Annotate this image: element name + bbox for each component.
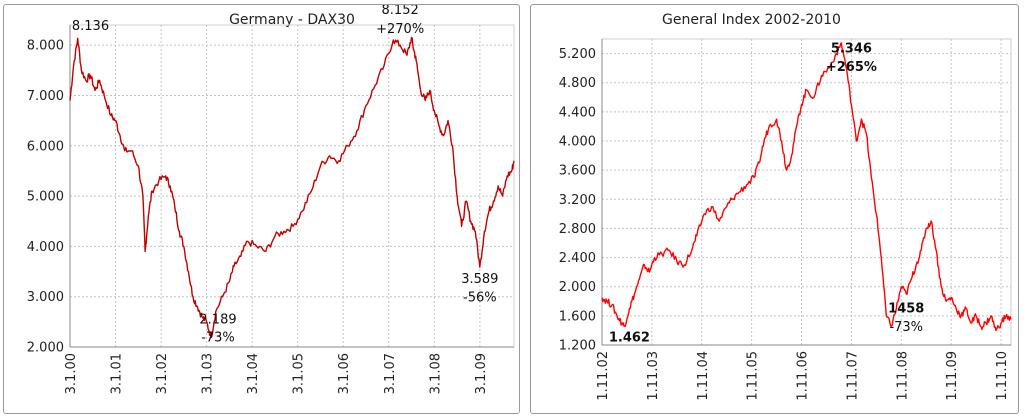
data-annotation: +265%: [826, 60, 877, 75]
y-tick-label: 4.000: [27, 240, 64, 255]
dax30-chart-panel: Germany - DAX30 2.000 3.000 4.000 5.000 6.000…: [3, 4, 520, 414]
y-tick-label: 2.400: [559, 251, 596, 266]
dax30-chart: Germany - DAX30 2.000 3.000 4.000 5.000 6.000…: [27, 5, 515, 394]
data-annotation: -56%: [463, 291, 497, 306]
data-annotation: -73%: [889, 320, 923, 335]
data-annotation: 3.589: [461, 272, 498, 287]
x-tick-label: 3.1.07: [383, 353, 398, 394]
data-annotation: 8.152: [382, 5, 419, 18]
y-tick-label: 2.800: [559, 222, 596, 237]
y-tick-label: 3.000: [27, 290, 64, 305]
general-index-chart: General Index 2002-2010 1.200 1.600 2.000 2.…: [559, 12, 1012, 401]
y-tick-label: 3.200: [559, 193, 596, 208]
data-annotation: 2.189: [199, 312, 236, 327]
x-tick-label: 3.1.08: [428, 353, 443, 394]
series-line: [69, 36, 515, 339]
y-tick-label: 4.800: [559, 76, 596, 91]
y-tick-label: 5.200: [559, 47, 596, 62]
chart-title: General Index 2002-2010: [662, 12, 841, 28]
data-annotation: +270%: [376, 22, 424, 37]
y-tick-label: 1.600: [559, 309, 596, 324]
x-tick-label: 3.1.05: [292, 353, 307, 394]
x-tick-label: 1.11.04: [696, 351, 711, 401]
y-tick-label: 8.000: [27, 39, 64, 54]
x-tick-label: 3.1.01: [110, 353, 125, 394]
x-tick-label: 1.11.09: [945, 351, 960, 401]
x-tick-label: 3.1.06: [337, 353, 352, 394]
general-index-chart-panel: General Index 2002-2010 1.200 1.600 2.000 2.…: [530, 4, 1019, 414]
x-tick-label: 1.11.10: [995, 351, 1010, 401]
x-tick-label: 1.11.02: [596, 351, 611, 401]
x-tick-label: 1.11.08: [895, 351, 910, 401]
y-tick-label: 2.000: [27, 341, 64, 356]
x-tick-label: 3.1.03: [201, 353, 216, 394]
x-tick-label: 3.1.04: [246, 353, 261, 394]
x-tick-label: 1.11.07: [845, 351, 860, 401]
x-tick-label: 1.11.05: [746, 351, 761, 401]
y-tick-label: 6.000: [27, 139, 64, 154]
x-tick-label: 3.1.02: [155, 353, 170, 394]
series-line: [601, 42, 1012, 332]
data-annotation: -73%: [201, 330, 235, 345]
data-annotation: 5.346: [831, 41, 872, 56]
chart-title: Germany - DAX30: [229, 12, 355, 28]
y-tick-label: 5.000: [27, 190, 64, 205]
y-tick-label: 7.000: [27, 89, 64, 104]
x-tick-label: 3.1.09: [474, 353, 489, 394]
data-annotation: 8.136: [72, 19, 109, 34]
x-tick-label: 1.11.03: [646, 351, 661, 401]
y-tick-label: 4.400: [559, 105, 596, 120]
x-tick-label: 1.11.06: [796, 351, 811, 401]
y-tick-label: 1.200: [559, 339, 596, 354]
data-annotation: 1458: [888, 302, 924, 317]
y-tick-label: 4.000: [559, 135, 596, 150]
y-tick-label: 2.000: [559, 280, 596, 295]
plot-area: [69, 24, 515, 348]
x-tick-label: 3.1.00: [64, 353, 79, 394]
y-tick-label: 3.600: [559, 164, 596, 179]
data-annotation: 1.462: [609, 331, 650, 346]
